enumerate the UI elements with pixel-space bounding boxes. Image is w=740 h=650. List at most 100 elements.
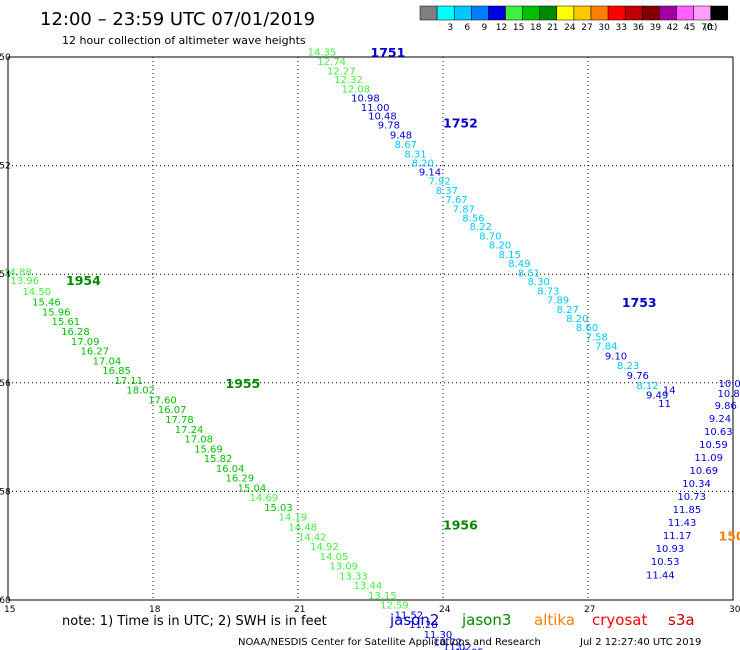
- x-tick-label: 30: [729, 605, 740, 615]
- legend-swatch: [522, 5, 540, 21]
- wave-height-value: 16.85: [102, 366, 131, 377]
- chart-subtitle: 12 hour collection of altimeter wave hei…: [62, 34, 306, 47]
- legend-bin-label: 3: [447, 23, 453, 33]
- legend-unit: (ft): [704, 23, 718, 33]
- pass-label: 1956: [443, 517, 478, 532]
- wave-height-value: 10.48: [368, 111, 397, 122]
- wave-height-value: 10.98: [351, 94, 380, 105]
- wave-height-value: 13.44: [354, 581, 383, 592]
- wave-height-value: 8.56: [462, 214, 484, 225]
- satellite-name: altika: [534, 611, 575, 629]
- wave-height-value: 14.88: [3, 267, 32, 278]
- wave-height-value: 10.08: [719, 379, 740, 390]
- x-tick-label: 21: [294, 605, 305, 615]
- wave-height-value: 14.92: [310, 542, 339, 553]
- legend-bin-label: 33: [615, 23, 626, 33]
- wave-height-value: 13.33: [339, 571, 368, 582]
- wave-height-value: 8.20: [566, 314, 588, 325]
- wave-height-value: 16.04: [216, 464, 245, 475]
- wave-height-value: 17.09: [71, 337, 100, 348]
- grid: [8, 57, 733, 600]
- wave-height-value: 10.69: [690, 466, 719, 477]
- wave-height-value: 8.73: [537, 286, 559, 297]
- wave-height-value: 9.14: [419, 167, 441, 178]
- wave-height-value: 8.31: [404, 149, 426, 160]
- wave-height-value: 14.50: [23, 287, 52, 298]
- wave-height-value: 9.86: [715, 401, 737, 412]
- wave-height-value: 17.08: [184, 435, 213, 446]
- wave-height-value: 10.53: [651, 557, 680, 568]
- data-points: 14.3512.7412.2712.3212.0810.9811.0010.48…: [3, 47, 740, 650]
- wave-height-value: 11.30: [424, 630, 453, 641]
- wave-height-value: 10.72: [433, 638, 462, 649]
- legend-swatch: [436, 5, 455, 21]
- legend-swatch: [573, 5, 592, 21]
- wave-height-value: 10.73: [677, 492, 706, 503]
- legend-bin-label: 42: [667, 23, 678, 33]
- wave-height-value: 14.05: [320, 552, 349, 563]
- wave-height-value: 17.78: [165, 415, 194, 426]
- legend-swatch: [453, 5, 472, 21]
- legend-swatch: [419, 5, 438, 21]
- wave-height-value: 14: [663, 386, 676, 397]
- axis-ticks: 15 18 21 24 27 30 -50 -52 -54 -56 -58 -60: [0, 53, 740, 615]
- legend-swatch: [676, 5, 694, 21]
- satellite-name: s3a: [668, 611, 695, 629]
- wave-height-value: 8.67: [395, 140, 417, 151]
- legend-swatch: [607, 5, 626, 21]
- footer-credit: NOAA/NESDIS Center for Satellite Applica…: [238, 637, 541, 648]
- satellite-name: jason3: [461, 611, 511, 629]
- wave-height-value: 8.22: [470, 222, 492, 233]
- wave-height-value: 8.20: [412, 159, 434, 170]
- wave-height-value: 15.69: [194, 444, 223, 455]
- wave-height-value: 10.05: [455, 647, 484, 650]
- wave-height-value: 7.89: [547, 296, 569, 307]
- wave-height-value: 10.85: [718, 389, 740, 400]
- wave-height-value: 8.30: [528, 277, 550, 288]
- wave-height-value: 10.63: [704, 427, 733, 438]
- wave-height-value: 12.59: [380, 601, 409, 612]
- x-tick-label: 24: [439, 605, 451, 615]
- wave-height-value: 15.03: [264, 503, 293, 514]
- wave-height-value: 7.87: [453, 204, 475, 215]
- wave-height-value: 8.37: [436, 186, 458, 197]
- pass-label: 1507: [719, 528, 740, 543]
- wave-height-value: 8.23: [617, 361, 639, 372]
- wave-height-value: 11.44: [646, 570, 675, 581]
- wave-height-value: 9.78: [378, 121, 400, 132]
- y-tick-label: -52: [0, 162, 11, 172]
- wave-height-value: 15.46: [32, 298, 61, 309]
- wave-height-value: 15.96: [42, 307, 71, 318]
- legend-bin-label: 70: [701, 23, 713, 33]
- wave-height-value: 8.49: [508, 259, 530, 270]
- legend-bin-label: 9: [482, 23, 488, 33]
- wave-height-value: 9.48: [390, 130, 412, 141]
- x-tick-label: 27: [584, 605, 595, 615]
- wave-height-value: 9.10: [605, 351, 627, 362]
- wave-height-value: 10.59: [699, 440, 728, 451]
- wave-height-value: 16.29: [226, 474, 255, 485]
- wave-height-value: 14.42: [298, 532, 327, 543]
- pass-label: 1954: [66, 273, 101, 288]
- wave-height-value: 15.82: [204, 454, 233, 465]
- y-tick-label: -54: [0, 270, 11, 280]
- legend-bin-label: 12: [496, 23, 507, 33]
- x-tick-label: 15: [4, 605, 15, 615]
- wave-height-value: 8.20: [489, 241, 511, 252]
- wave-height-value: 16.27: [81, 347, 110, 358]
- wave-height-value: 8.15: [499, 250, 521, 261]
- wave-height-value: 14.19: [279, 513, 308, 524]
- wave-height-value: 8.12: [636, 381, 658, 392]
- legend-swatch: [488, 5, 506, 21]
- wave-height-value: 10.93: [656, 544, 685, 555]
- legend-swatch: [539, 5, 558, 21]
- plot-frame: [7, 56, 734, 601]
- wave-height-value: 11.43: [668, 518, 697, 529]
- satellite-name: jason2: [389, 611, 439, 629]
- x-tick-label: 18: [149, 605, 161, 615]
- wave-height-value: 11.09: [694, 453, 723, 464]
- wave-height-value: 16.07: [158, 405, 187, 416]
- legend-swatch: [642, 5, 660, 21]
- wave-height-value: 8.27: [557, 305, 579, 316]
